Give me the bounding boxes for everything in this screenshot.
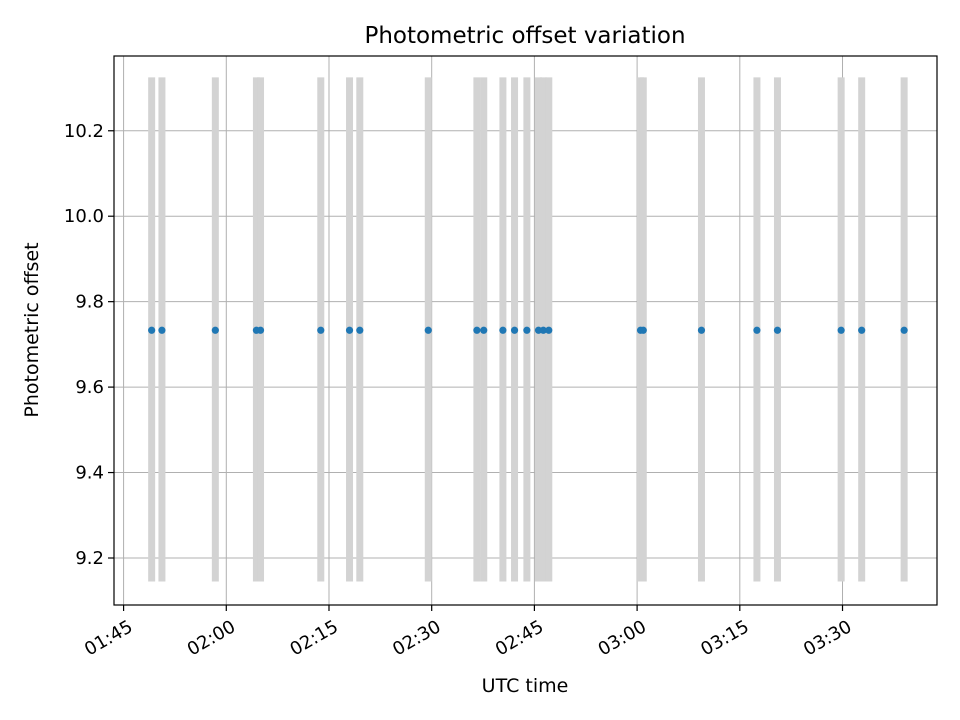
data-point bbox=[523, 326, 531, 334]
data-point bbox=[545, 326, 553, 334]
x-tick-label: 02:15 bbox=[286, 616, 341, 660]
data-point bbox=[345, 326, 354, 334]
data-point bbox=[639, 326, 647, 334]
y-tick-label: 9.2 bbox=[75, 548, 104, 569]
data-point bbox=[697, 326, 706, 334]
x-tick-label: 02:30 bbox=[389, 616, 444, 660]
x-tick-label: 03:30 bbox=[800, 616, 855, 660]
data-point bbox=[317, 326, 325, 334]
data-point bbox=[148, 326, 156, 334]
y-tick-label: 9.8 bbox=[75, 292, 104, 313]
data-point bbox=[424, 326, 432, 334]
data-point bbox=[753, 326, 761, 334]
data-point bbox=[256, 326, 265, 334]
x-tick-label: 03:15 bbox=[697, 616, 752, 660]
x-tick-label: 02:45 bbox=[492, 616, 547, 660]
chart-title: Photometric offset variation bbox=[364, 23, 685, 49]
x-tick-label: 02:00 bbox=[184, 616, 239, 660]
data-point bbox=[356, 326, 364, 334]
data-point bbox=[158, 326, 166, 334]
data-point bbox=[473, 326, 481, 334]
point-layer bbox=[148, 326, 908, 334]
data-point bbox=[900, 326, 908, 334]
data-point bbox=[480, 326, 488, 334]
x-tick-label: 03:00 bbox=[595, 616, 650, 660]
x-tick-label: 01:45 bbox=[81, 616, 136, 660]
data-point bbox=[858, 326, 866, 334]
data-point bbox=[211, 326, 219, 334]
x-axis-label: UTC time bbox=[482, 675, 569, 697]
y-tick-label: 10.2 bbox=[64, 121, 104, 142]
data-point bbox=[499, 326, 507, 334]
data-point bbox=[539, 326, 547, 334]
y-tick-label: 10.0 bbox=[64, 206, 104, 227]
x-axis-ticks: 01:45 02:00 02:15 02:30 02:45 03:00 03:15 03:30 bbox=[81, 605, 855, 660]
y-axis-ticks: 9.2 9.4 9.6 9.8 10.0 10.2 bbox=[64, 121, 114, 569]
plot-frame bbox=[113, 55, 938, 606]
y-tick-label: 9.4 bbox=[75, 463, 104, 484]
data-point bbox=[773, 326, 782, 334]
y-axis-label: Photometric offset bbox=[21, 242, 43, 417]
y-tick-label: 9.6 bbox=[75, 377, 104, 398]
data-point bbox=[837, 326, 845, 334]
data-point bbox=[510, 326, 519, 334]
